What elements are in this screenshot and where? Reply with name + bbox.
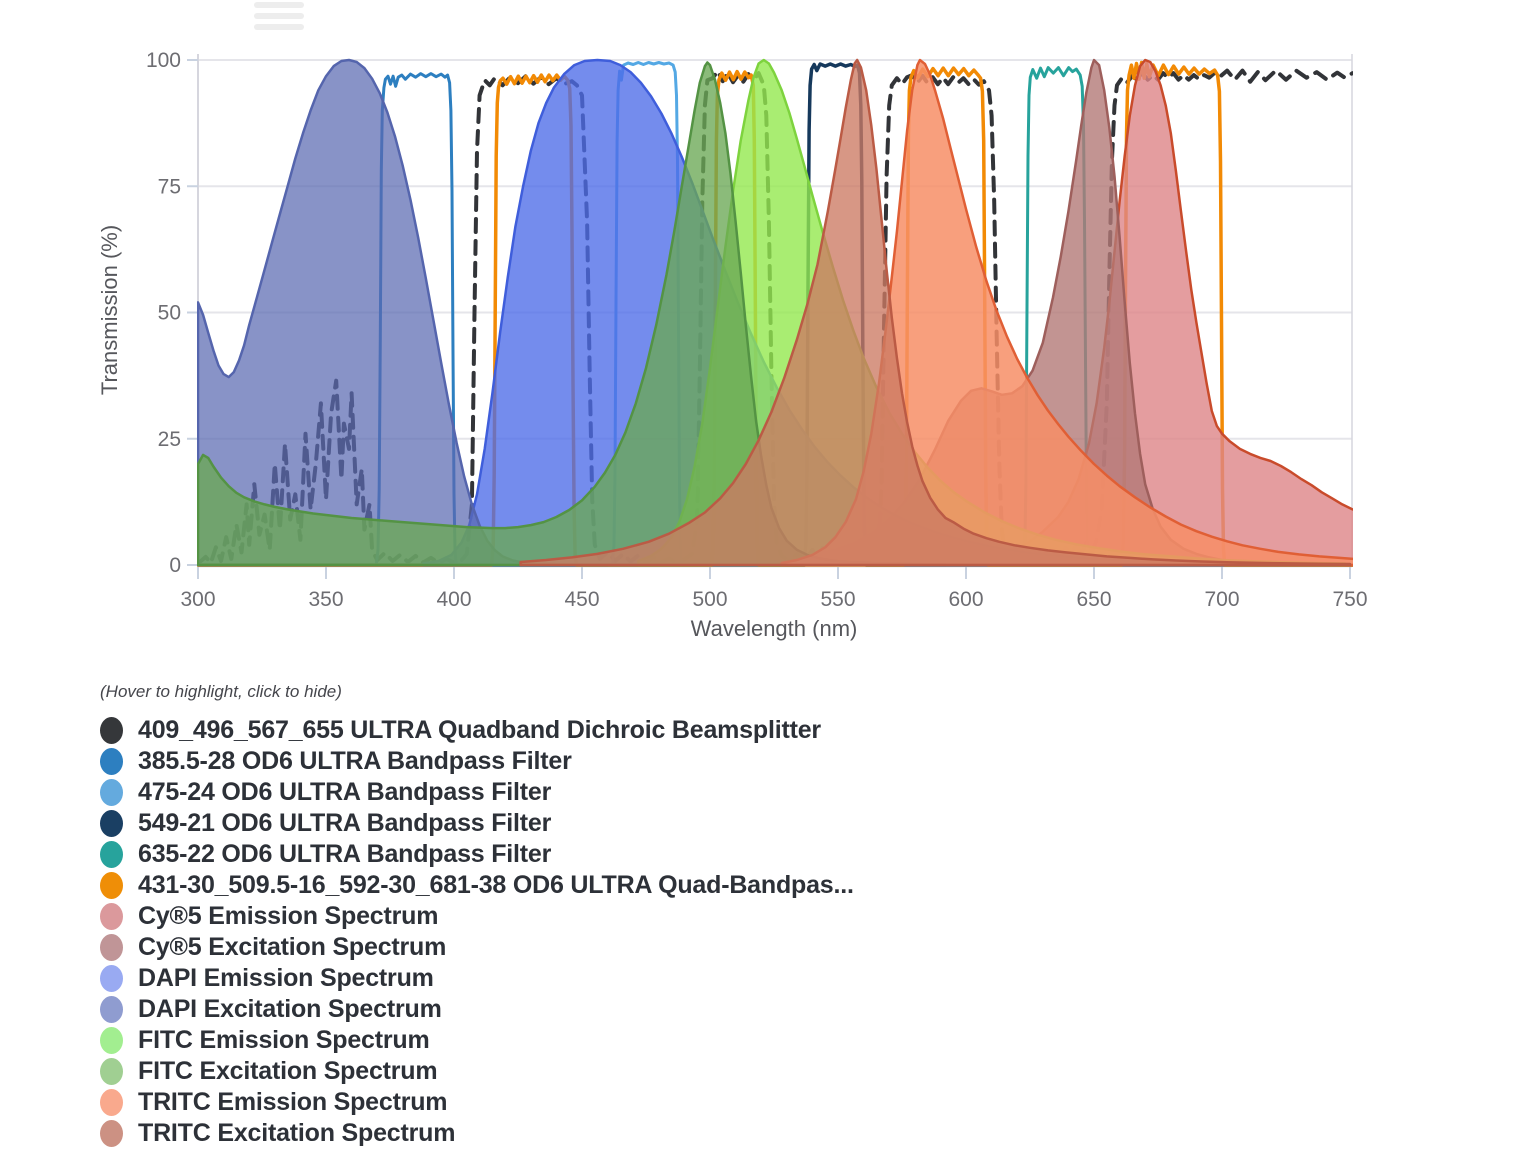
series-group [197,58,1353,567]
spectra-chart: 300 350 400 450 500 550 600 650 700 750 0 25 50 75 100… [97,2,1368,641]
y-tick-label-75: 75 [158,175,181,198]
legend-swatch-quad [100,872,123,899]
legend-label: 549-21 OD6 ULTRA Bandpass Filter [138,809,552,837]
x-tick-label-350: 350 [308,588,343,611]
x-tick-label-400: 400 [436,588,471,611]
legend-swatch-dapi_exc [100,996,123,1023]
menu-icon-bar [254,2,304,8]
legend-item-cy5_exc[interactable]: Cy®5 Excitation Spectrum [100,932,1450,963]
legend-label: Cy®5 Excitation Spectrum [138,933,447,961]
legend-label: 431-30_509.5-16_592-30_681-38 OD6 ULTRA … [138,871,854,899]
legend-swatch-bp385 [100,748,123,775]
legend-item-quad[interactable]: 431-30_509.5-16_592-30_681-38 OD6 ULTRA … [100,870,1450,901]
x-tick-label-750: 750 [1332,588,1367,611]
x-tick-label-650: 650 [1076,588,1111,611]
x-tick-label-500: 500 [692,588,727,611]
legend-item-bp635[interactable]: 635-22 OD6 ULTRA Bandpass Filter [100,839,1450,870]
legend: (Hover to highlight, click to hide) 409_… [100,682,1450,1149]
menu-icon-bar [254,13,304,19]
legend-swatch-dichroic [100,717,123,744]
legend-label: 635-22 OD6 ULTRA Bandpass Filter [138,840,552,868]
legend-item-tritc_exc[interactable]: TRITC Excitation Spectrum [100,1118,1450,1149]
legend-swatch-cy5_exc [100,934,123,961]
legend-label: 385.5-28 OD6 ULTRA Bandpass Filter [138,747,572,775]
legend-item-fitc_em[interactable]: FITC Emission Spectrum [100,1025,1450,1056]
legend-swatch-tritc_exc [100,1120,123,1147]
x-tick-label-300: 300 [180,588,215,611]
legend-swatch-bp635 [100,841,123,868]
legend-label: TRITC Emission Spectrum [138,1088,448,1116]
legend-list: 409_496_567_655 ULTRA Quadband Dichroic … [100,715,1450,1149]
y-tick-label-0: 0 [169,554,181,577]
legend-swatch-tritc_em [100,1089,123,1116]
x-tick-label-550: 550 [820,588,855,611]
legend-item-dichroic[interactable]: 409_496_567_655 ULTRA Quadband Dichroic … [100,715,1450,746]
legend-item-bp475[interactable]: 475-24 OD6 ULTRA Bandpass Filter [100,777,1450,808]
y-axis-title: Transmission (%) [97,224,122,396]
legend-item-dapi_em[interactable]: DAPI Emission Spectrum [100,963,1450,994]
x-tick-label-600: 600 [948,588,983,611]
menu-icon-bar [254,24,304,30]
legend-swatch-bp549 [100,810,123,837]
series-tritc_exc[interactable] [519,58,1352,567]
legend-label: DAPI Excitation Spectrum [138,995,442,1023]
legend-swatch-bp475 [100,779,123,806]
y-tick-label-50: 50 [158,302,181,325]
legend-swatch-fitc_em [100,1027,123,1054]
menu-icon[interactable] [254,2,304,35]
y-tick-label-25: 25 [158,428,181,451]
legend-hint: (Hover to highlight, click to hide) [100,682,342,701]
spectra-plot: 300 350 400 450 500 550 600 650 700 750 0 25 50 75 100 [146,49,1368,611]
legend-label: TRITC Excitation Spectrum [138,1119,456,1147]
legend-label: Cy®5 Emission Spectrum [138,902,439,930]
legend-item-fitc_exc[interactable]: FITC Excitation Spectrum [100,1056,1450,1087]
legend-item-dapi_exc[interactable]: DAPI Excitation Spectrum [100,994,1450,1025]
y-tick-label-100: 100 [146,49,181,72]
x-tick-label-700: 700 [1204,588,1239,611]
x-axis-title: Wavelength (nm) [690,616,858,641]
legend-label: DAPI Emission Spectrum [138,964,434,992]
legend-label: 409_496_567_655 ULTRA Quadband Dichroic … [138,716,821,744]
legend-label: FITC Emission Spectrum [138,1026,430,1054]
legend-swatch-fitc_exc [100,1058,123,1085]
legend-item-bp549[interactable]: 549-21 OD6 ULTRA Bandpass Filter [100,808,1450,839]
legend-item-bp385[interactable]: 385.5-28 OD6 ULTRA Bandpass Filter [100,746,1450,777]
legend-swatch-cy5_em [100,903,123,930]
legend-label: 475-24 OD6 ULTRA Bandpass Filter [138,778,552,806]
legend-item-cy5_em[interactable]: Cy®5 Emission Spectrum [100,901,1450,932]
legend-swatch-dapi_em [100,965,123,992]
x-tick-label-450: 450 [564,588,599,611]
legend-item-tritc_em[interactable]: TRITC Emission Spectrum [100,1087,1450,1118]
legend-label: FITC Excitation Spectrum [138,1057,438,1085]
